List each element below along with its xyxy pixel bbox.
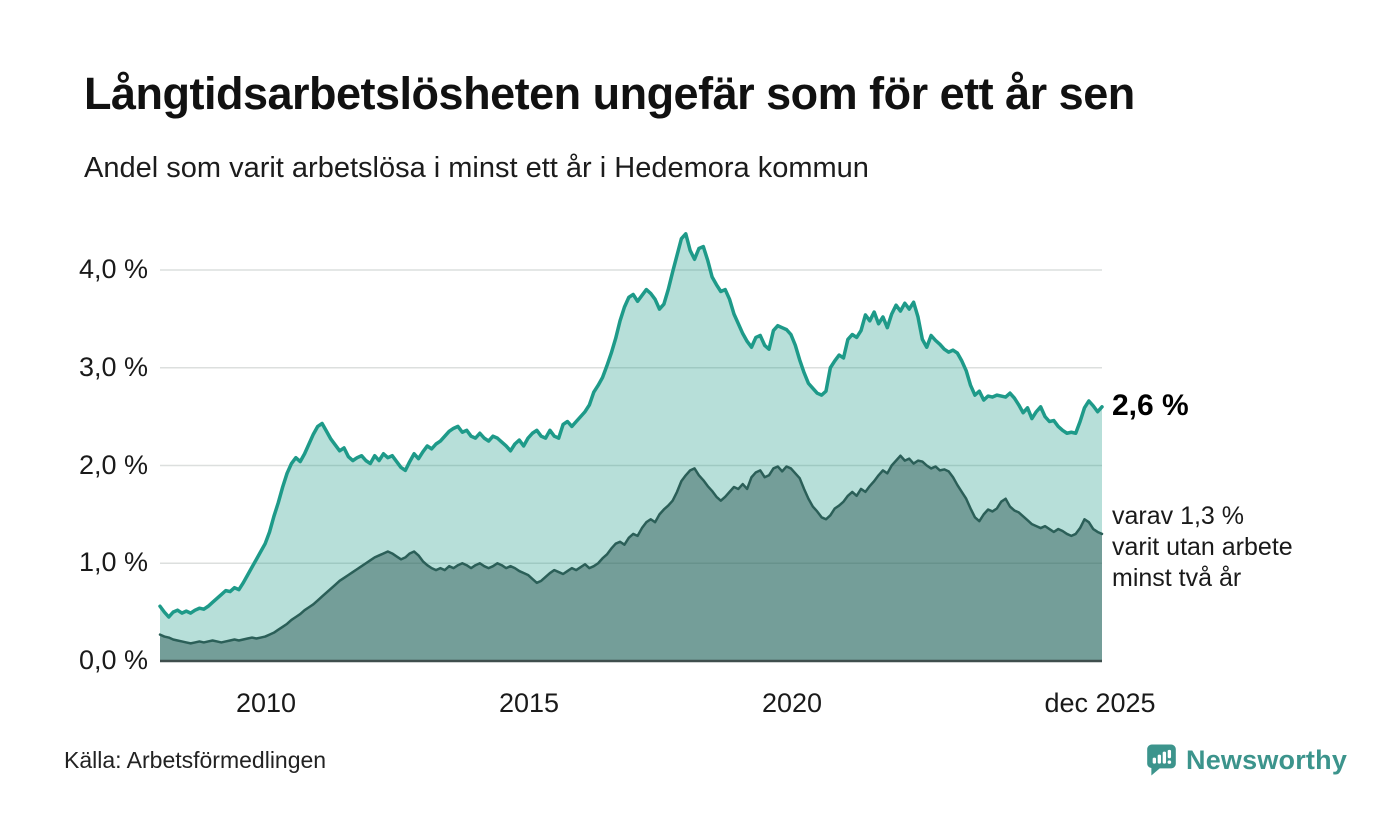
series-end-value-label: 2,6 % (1112, 389, 1189, 422)
source-credit: Källa: Arbetsförmedlingen (64, 747, 327, 773)
page-title: Långtidsarbetslösheten ungefär som för e… (84, 68, 1135, 119)
annotation-line: varav 1,3 % (1112, 502, 1245, 530)
annotation-line: varit utan arbete (1112, 533, 1293, 561)
brand-wordmark: Newsworthy (1186, 744, 1348, 775)
y-axis-tick: 2,0 % (78, 450, 148, 480)
annotation-line: minst två år (1112, 564, 1242, 592)
y-axis-tick: 1,0 % (78, 547, 148, 577)
x-axis-tick: 2010 (235, 688, 297, 718)
x-axis-tick: 2020 (761, 688, 823, 718)
y-axis-tick: 4,0 % (78, 254, 148, 284)
x-axis-tick: dec 2025 (1044, 688, 1156, 718)
y-axis-tick: 0,0 % (78, 645, 148, 675)
brand-logo: Newsworthy (1146, 740, 1347, 780)
series-secondary-annotation: varav 1,3 % varit utan arbete minst två … (1112, 501, 1293, 594)
page-subtitle: Andel som varit arbetslösa i minst ett å… (84, 152, 869, 184)
x-axis-tick: 2015 (498, 688, 560, 718)
newsworthy-logo-icon (1147, 744, 1176, 776)
y-axis-tick: 3,0 % (78, 352, 148, 382)
